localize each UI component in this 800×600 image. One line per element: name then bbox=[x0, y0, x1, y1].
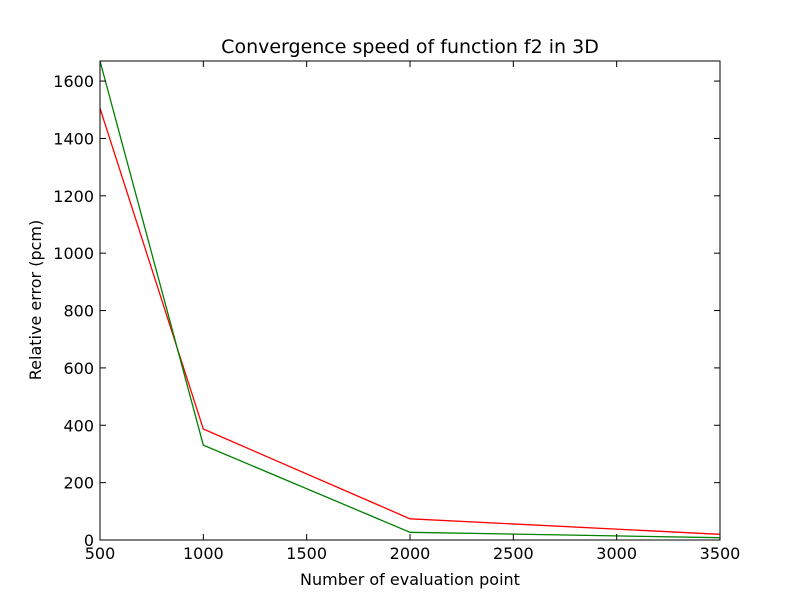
x-tick-label: 1000 bbox=[183, 544, 224, 563]
y-tick-label: 1400 bbox=[53, 129, 94, 148]
y-tick-label: 1600 bbox=[53, 72, 94, 91]
y-tick-label: 0 bbox=[84, 531, 94, 550]
y-tick-label: 600 bbox=[63, 359, 94, 378]
series-line-2 bbox=[99, 60, 721, 539]
ticks: 500 1000 1500 2000 2500 3000 3500 0 200 400 600 800… bbox=[53, 61, 740, 563]
y-axis-label: Relative error (pcm) bbox=[26, 220, 45, 380]
x-tick-label: 3000 bbox=[596, 544, 637, 563]
y-tick-label: 1200 bbox=[53, 187, 94, 206]
x-tick-label: 500 bbox=[85, 544, 116, 563]
series-line-1 bbox=[99, 108, 721, 535]
chart-title: Convergence speed of function f2 in 3D bbox=[221, 36, 599, 58]
y-tick-label: 1000 bbox=[53, 244, 94, 263]
x-tick-label: 1500 bbox=[286, 544, 327, 563]
y-tick-label: 800 bbox=[63, 302, 94, 321]
x-tick-label: 2500 bbox=[493, 544, 534, 563]
y-tick-label: 200 bbox=[63, 474, 94, 493]
x-axis-label: Number of evaluation point bbox=[300, 570, 520, 589]
y-tick-label: 400 bbox=[63, 416, 94, 435]
plot-lines bbox=[99, 60, 721, 539]
x-tick-label: 2000 bbox=[390, 544, 431, 563]
plot-frame bbox=[99, 60, 721, 541]
x-tick-label: 3500 bbox=[700, 544, 741, 563]
